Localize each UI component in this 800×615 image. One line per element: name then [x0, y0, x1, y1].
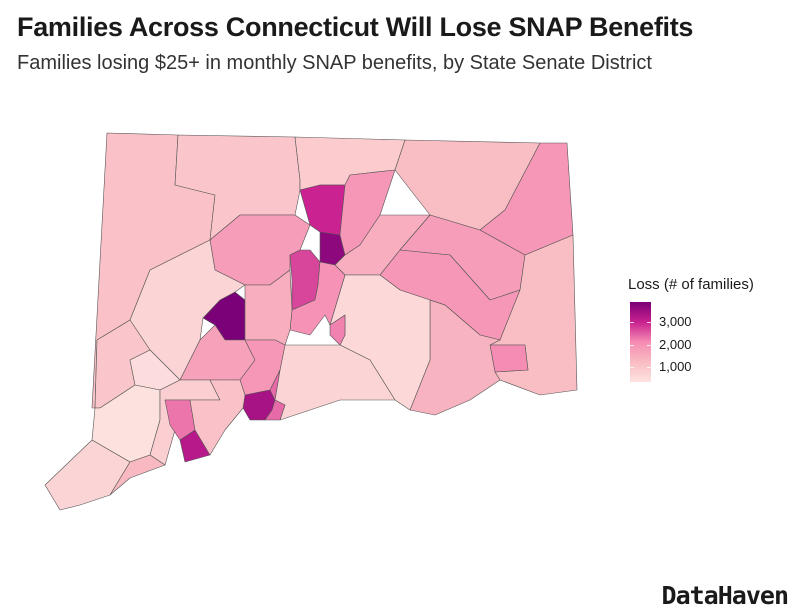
district-region	[109, 454, 166, 496]
legend-tick-mark	[630, 322, 634, 324]
page-subtitle: Families losing $25+ in monthly SNAP ben…	[17, 52, 652, 74]
district-region	[289, 261, 346, 336]
district-region	[189, 379, 246, 456]
district-region	[329, 314, 346, 346]
page-title: Families Across Connecticut Will Lose SN…	[17, 12, 694, 42]
legend-tick-mark	[630, 344, 634, 346]
district-region	[489, 344, 529, 373]
legend-tick-mark	[647, 367, 651, 369]
district-region	[244, 269, 293, 346]
legend-tick-mark	[647, 344, 651, 346]
district-region	[264, 369, 286, 421]
legend-tick-label: 3,000	[659, 314, 692, 330]
datahaven-logo: DataHaven	[661, 581, 789, 610]
legend-title: Loss (# of families)	[628, 276, 754, 293]
legend-tick-mark	[647, 322, 651, 324]
legend-tick-label: 1,000	[659, 359, 692, 375]
legend-tick-label: 2,000	[659, 336, 692, 352]
legend-tick-mark	[630, 367, 634, 369]
legend-color-bar	[630, 302, 651, 382]
